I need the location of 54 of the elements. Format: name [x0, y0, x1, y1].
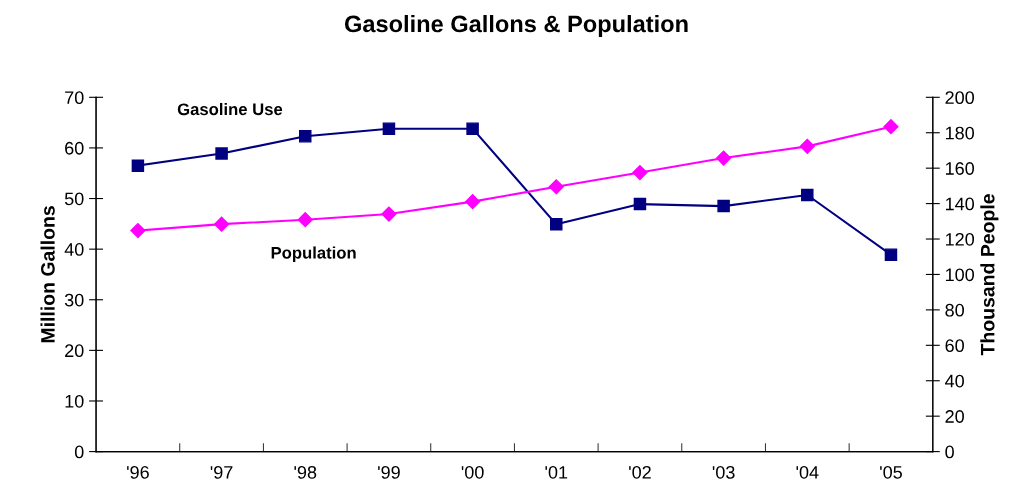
- series-label: Gasoline Use: [177, 102, 283, 116]
- point: [884, 248, 898, 261]
- series-label: Population: [271, 246, 356, 262]
- y-tick-label: 0: [74, 445, 84, 459]
- chart-title: Gasoline Gallons & Population: [344, 14, 688, 37]
- point: [214, 216, 230, 232]
- point: [632, 165, 648, 181]
- point: [548, 179, 564, 195]
- y2-tick-label: 120: [945, 232, 975, 246]
- y-axis-title: Million Gallons: [40, 206, 55, 343]
- y2-tick-label: 200: [945, 91, 975, 105]
- y2-axis-title: Thousand People: [980, 194, 999, 356]
- point: [215, 147, 228, 160]
- y2-tick-label: 140: [945, 197, 975, 211]
- x-tick-label: '01: [545, 465, 568, 479]
- x-tick-label: '98: [294, 465, 317, 479]
- y2-tick-label: 160: [945, 162, 975, 175]
- point: [799, 138, 815, 154]
- x-tick-label: '04: [796, 465, 819, 479]
- point: [883, 119, 899, 135]
- point: [465, 194, 481, 210]
- x-tick-label: '97: [210, 465, 233, 479]
- x-tick-label: '03: [712, 465, 735, 479]
- x-tick-label: '96: [127, 465, 149, 479]
- point: [382, 122, 396, 135]
- point: [550, 218, 563, 231]
- x-tick-label: '99: [378, 465, 400, 479]
- y2-tick-label: 0: [945, 445, 954, 459]
- point: [633, 197, 647, 211]
- x-tick-label: '05: [880, 465, 902, 479]
- y2-tick-label: 100: [945, 268, 975, 282]
- y2-tick-label: 40: [945, 374, 964, 388]
- y-tick-label: 50: [64, 192, 84, 206]
- point: [717, 199, 730, 213]
- y-tick-label: 40: [64, 243, 84, 256]
- y2-tick-label: 80: [945, 303, 964, 317]
- y-tick-label: 30: [64, 293, 84, 307]
- point: [130, 222, 146, 239]
- y-tick-label: 70: [65, 91, 84, 105]
- point: [381, 206, 397, 222]
- x-tick-label: '02: [629, 465, 651, 479]
- y-tick-label: 10: [65, 394, 84, 408]
- point: [299, 130, 312, 143]
- point: [716, 150, 732, 166]
- y-tick-label: 20: [65, 344, 84, 358]
- point: [466, 122, 479, 135]
- y2-tick-label: 60: [945, 339, 964, 353]
- point: [297, 212, 313, 228]
- point: [801, 188, 814, 202]
- y2-tick-label: 20: [945, 410, 964, 423]
- x-tick-label: '00: [461, 465, 484, 479]
- y-tick-label: 60: [65, 141, 84, 155]
- y2-tick-label: 180: [945, 126, 975, 140]
- point: [131, 159, 145, 172]
